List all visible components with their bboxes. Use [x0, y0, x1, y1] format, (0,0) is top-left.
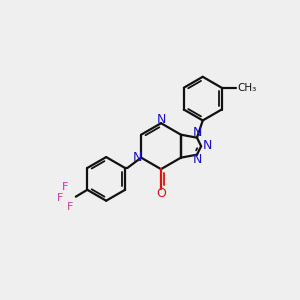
Text: N: N [193, 126, 203, 139]
Text: N: N [156, 113, 166, 126]
Text: F: F [62, 182, 69, 192]
Text: N: N [133, 151, 142, 164]
Text: F: F [67, 202, 73, 212]
Text: O: O [156, 188, 166, 200]
Text: F: F [56, 193, 63, 203]
Text: CH₃: CH₃ [237, 83, 256, 93]
Text: N: N [203, 139, 212, 152]
Text: N: N [193, 153, 203, 166]
